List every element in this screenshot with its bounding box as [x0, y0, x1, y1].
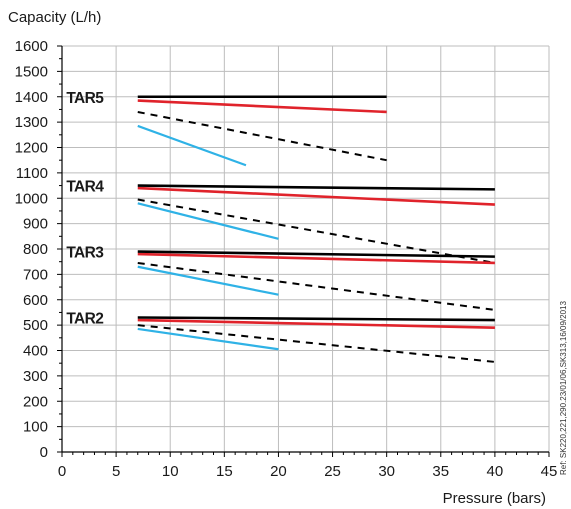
y-axis-title: Capacity (L/h) [8, 9, 101, 26]
y-tick-label: 0 [40, 444, 48, 461]
tar2-dashed-line [137, 324, 495, 363]
tar4-red-line [137, 186, 495, 206]
tar5-dashed-line [137, 110, 387, 162]
y-tick-label: 1200 [15, 140, 48, 157]
tar2-black-line [137, 316, 495, 322]
y-tick-label: 500 [23, 317, 48, 334]
group-label-tar2: TAR2 [66, 311, 103, 328]
y-tick-label: 700 [23, 266, 48, 283]
y-tick-label: 1000 [15, 190, 48, 207]
group-label-tar5: TAR5 [66, 90, 104, 107]
y-tick-label: 1400 [15, 89, 48, 106]
tar3-dashed-line [137, 261, 496, 311]
series-layer [137, 95, 496, 363]
y-tick-label: 1300 [15, 114, 48, 131]
reference-note: Ref: SK220,221,290.23/01/06,SK313,16/09/… [559, 301, 568, 475]
y-tick-label: 400 [23, 343, 48, 360]
x-tick-label: 45 [541, 463, 558, 480]
y-tick-label: 200 [23, 393, 48, 410]
x-tick-label: 10 [162, 463, 179, 480]
ticks-layer [57, 45, 550, 457]
x-axis-title: Pressure (bars) [443, 490, 546, 507]
tar4-blue-line [137, 202, 279, 240]
y-tick-label: 100 [23, 419, 48, 436]
x-tick-label: 30 [378, 463, 395, 480]
x-tick-label: 5 [112, 463, 120, 480]
tar3-red-line [137, 252, 495, 265]
x-tick-label: 15 [216, 463, 233, 480]
tar4-dashed-line [137, 198, 496, 264]
y-tick-label: 1100 [16, 165, 48, 182]
x-tick-label: 20 [270, 463, 287, 480]
x-tick-label: 40 [487, 463, 504, 480]
y-tick-label: 800 [23, 241, 48, 258]
tar5-blue-line [137, 124, 247, 167]
x-tick-label: 0 [58, 463, 66, 480]
tar4-black-line [137, 184, 495, 191]
group-label-tar3: TAR3 [66, 245, 104, 262]
y-tick-label: 600 [23, 292, 48, 309]
tar2-red-line [137, 318, 495, 329]
labels-layer: 0100200300400500600700800900100011001200… [15, 38, 558, 480]
y-tick-label: 1600 [15, 38, 48, 55]
tar2-blue-line [137, 327, 279, 351]
x-tick-label: 25 [324, 463, 341, 480]
tar5-red-line [137, 99, 387, 114]
tar3-blue-line [137, 265, 279, 296]
y-tick-label: 300 [23, 368, 48, 385]
x-tick-label: 35 [432, 463, 449, 480]
y-tick-label: 900 [23, 216, 48, 233]
tar3-black-line [137, 250, 495, 258]
group-label-tar4: TAR4 [66, 179, 104, 196]
grid-layer [62, 45, 550, 452]
y-tick-label: 1500 [15, 63, 48, 80]
